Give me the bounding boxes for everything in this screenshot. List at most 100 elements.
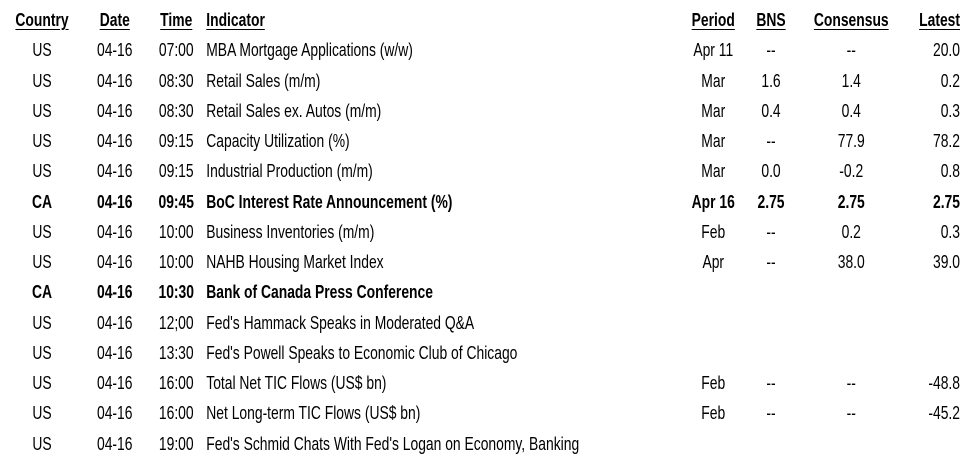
cell-time: 08:30 xyxy=(158,99,194,121)
cell-indicator: Business Inventories (m/m) xyxy=(206,220,375,242)
cell-indicator: BoC Interest Rate Announcement (%) xyxy=(206,190,453,212)
cell-country: US xyxy=(32,251,52,272)
cell-bns: 0.0 xyxy=(761,160,781,182)
table-header: Country Date Time Indicator Period BNS Consens… xyxy=(0,5,980,35)
table-row: US 04-16 07:00 MBA Mortgage Applications (w… xyxy=(0,35,980,65)
cell-period: Feb xyxy=(701,220,726,242)
table-row: US 04-16 13:30 Fed's Powell Speaks to Econo… xyxy=(0,338,980,368)
header-consensus: Consensus xyxy=(813,9,889,30)
cell-time: 16:00 xyxy=(158,372,194,393)
cell-time: 08:30 xyxy=(158,69,194,91)
cell-time: 10:30 xyxy=(158,281,194,303)
cell-country: US xyxy=(32,402,52,424)
cell-country: US xyxy=(32,432,52,454)
table-row: US 04-16 08:30 Retail Sales (m/m) Mar 1.6 1.4 0… xyxy=(0,66,980,96)
cell-date: 04-16 xyxy=(97,99,133,121)
cell-time: 09:15 xyxy=(158,160,194,182)
cell-period: Mar xyxy=(701,160,726,182)
cell-indicator: Fed's Hammack Speaks in Moderated Q&A xyxy=(206,311,475,333)
cell-time: 09:45 xyxy=(158,190,194,212)
cell-time: 10:00 xyxy=(158,220,194,242)
cell-latest: -45.2 xyxy=(928,402,960,424)
cell-country: CA xyxy=(31,190,53,212)
cell-bns: -- xyxy=(766,130,776,151)
cell-date: 04-16 xyxy=(97,190,133,212)
cell-latest: 39.0 xyxy=(932,251,960,272)
header-period: Period xyxy=(691,9,735,30)
cell-country: US xyxy=(32,130,52,151)
table-row: US 04-16 08:30 Retail Sales ex. Autos (m/m)… xyxy=(0,96,980,126)
cell-date: 04-16 xyxy=(97,130,133,151)
cell-date: 04-16 xyxy=(97,69,133,91)
cell-indicator: Total Net TIC Flows (US$ bn) xyxy=(206,372,387,393)
cell-indicator: Retail Sales ex. Autos (m/m) xyxy=(206,99,382,121)
header-time: Time xyxy=(160,9,193,30)
cell-latest: 0.8 xyxy=(940,160,960,182)
cell-consensus: -0.2 xyxy=(839,160,864,182)
cell-indicator: Fed's Schmid Chats With Fed's Logan on E… xyxy=(206,432,580,454)
cell-indicator: Bank of Canada Press Conference xyxy=(206,281,433,303)
cell-latest: 0.2 xyxy=(940,69,960,91)
cell-latest: 20.0 xyxy=(932,39,960,61)
header-indicator: Indicator xyxy=(206,9,265,30)
cell-latest: 0.3 xyxy=(940,220,960,242)
cell-indicator: Net Long-term TIC Flows (US$ bn) xyxy=(206,402,421,424)
cell-time: 07:00 xyxy=(158,39,194,61)
cell-period: Feb xyxy=(701,372,726,393)
cell-consensus: 38.0 xyxy=(837,251,865,272)
cell-latest: 0.3 xyxy=(940,99,960,121)
cell-date: 04-16 xyxy=(97,220,133,242)
cell-latest: 78.2 xyxy=(932,130,960,151)
cell-period: Feb xyxy=(701,402,726,424)
cell-country: US xyxy=(32,341,52,363)
cell-period: Mar xyxy=(701,69,726,91)
cell-time: 12;00 xyxy=(158,311,194,333)
cell-country: CA xyxy=(31,281,53,303)
cell-date: 04-16 xyxy=(97,311,133,333)
cell-indicator: NAHB Housing Market Index xyxy=(206,251,384,272)
header-country: Country xyxy=(15,9,69,30)
cell-country: US xyxy=(32,39,52,61)
cell-consensus: 0.2 xyxy=(841,220,861,242)
table-row: US 04-16 16:00 Total Net TIC Flows (US$ bn)… xyxy=(0,368,980,398)
cell-date: 04-16 xyxy=(97,160,133,182)
cell-date: 04-16 xyxy=(97,402,133,424)
cell-date: 04-16 xyxy=(97,372,133,393)
header-bns: BNS xyxy=(756,9,786,30)
cell-period: Mar xyxy=(701,99,726,121)
cell-period: Apr 11 xyxy=(693,39,734,61)
cell-consensus: 2.75 xyxy=(837,190,865,212)
cell-time: 10:00 xyxy=(158,251,194,272)
cell-period: Mar xyxy=(701,130,726,151)
table-row: US 04-16 19:00 Fed's Schmid Chats With Fed'… xyxy=(0,429,980,459)
table-row: US 04-16 16:00 Net Long-term TIC Flows (US$… xyxy=(0,398,980,428)
cell-bns: 1.6 xyxy=(761,69,781,91)
table-row: US 04-16 12;00 Fed's Hammack Speaks in Mode… xyxy=(0,308,980,338)
table-row: CA 04-16 09:45 BoC Interest Rate Announceme… xyxy=(0,187,980,217)
cell-latest: 2.75 xyxy=(932,190,960,212)
cell-time: 16:00 xyxy=(158,402,194,424)
cell-bns: -- xyxy=(766,39,776,61)
table-row: US 04-16 09:15 Capacity Utilization (%) Mar -… xyxy=(0,126,980,156)
cell-country: US xyxy=(32,311,52,333)
cell-country: US xyxy=(32,99,52,121)
cell-bns: -- xyxy=(766,220,776,242)
cell-consensus: 77.9 xyxy=(837,130,865,151)
cell-indicator: MBA Mortgage Applications (w/w) xyxy=(206,39,413,61)
cell-time: 19:00 xyxy=(158,432,194,454)
cell-indicator: Industrial Production (m/m) xyxy=(206,160,373,182)
cell-bns: 2.75 xyxy=(757,190,785,212)
cell-country: US xyxy=(32,372,52,393)
cell-latest: -48.8 xyxy=(928,372,960,393)
cell-consensus: -- xyxy=(846,372,856,393)
cell-time: 13:30 xyxy=(158,341,194,363)
cell-bns: -- xyxy=(766,402,776,424)
table-row: US 04-16 10:00 Business Inventories (m/m) Fe… xyxy=(0,217,980,247)
cell-bns: 0.4 xyxy=(761,99,781,121)
table-row: CA 04-16 10:30 Bank of Canada Press Confere… xyxy=(0,277,980,307)
cell-date: 04-16 xyxy=(97,251,133,272)
header-date: Date xyxy=(99,9,130,30)
cell-consensus: -- xyxy=(846,39,856,61)
cell-date: 04-16 xyxy=(97,39,133,61)
